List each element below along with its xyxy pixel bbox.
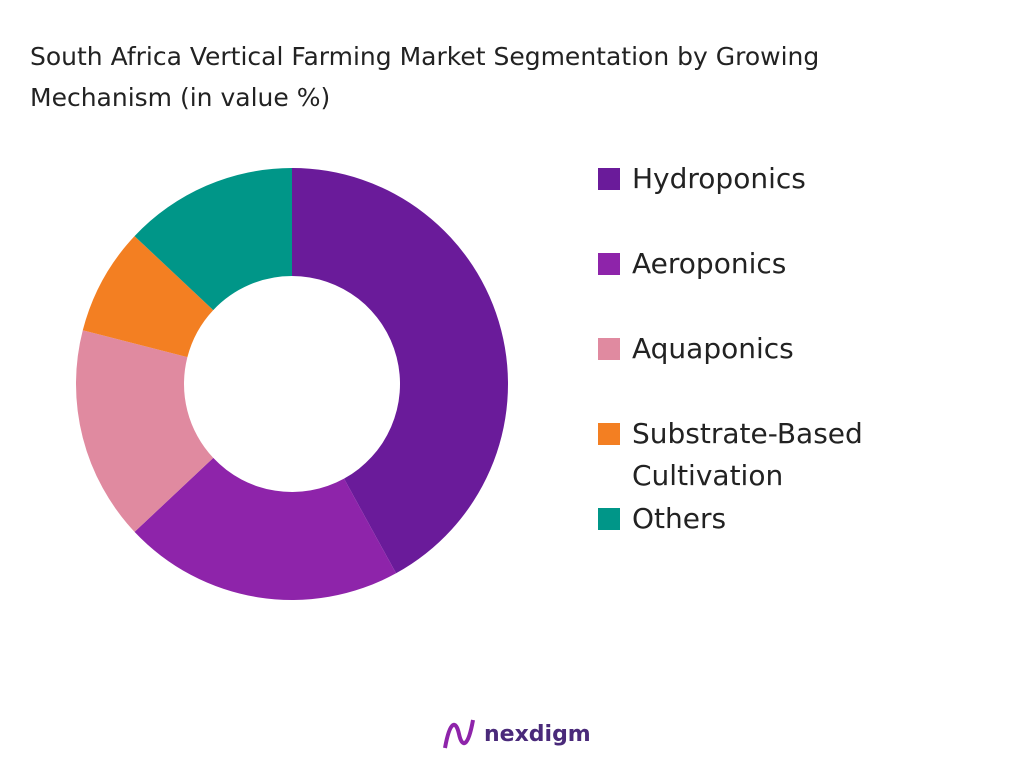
chart bbox=[76, 168, 508, 600]
legend-swatch bbox=[598, 168, 620, 190]
legend-label: Hydroponics bbox=[632, 162, 806, 195]
legend-item: Aeroponics bbox=[596, 243, 916, 328]
chart-title: South Africa Vertical Farming Market Seg… bbox=[30, 42, 820, 112]
legend-swatch bbox=[598, 253, 620, 275]
brand: nexdigm bbox=[442, 716, 591, 752]
legend-swatch bbox=[598, 338, 620, 360]
legend-item: Hydroponics bbox=[596, 158, 916, 243]
brand-name: nexdigm bbox=[484, 721, 591, 747]
legend-label: Others bbox=[632, 502, 727, 535]
legend-swatch bbox=[598, 508, 620, 530]
legend-label: Aeroponics bbox=[632, 247, 787, 280]
legend-item: Substrate-Based Cultivation bbox=[596, 413, 916, 498]
legend-label: Substrate-Based Cultivation bbox=[632, 417, 863, 492]
donut-slice bbox=[76, 330, 214, 532]
legend-swatch bbox=[598, 423, 620, 445]
legend-item: Others bbox=[596, 498, 916, 583]
donut-slice bbox=[292, 168, 508, 574]
donut-slice bbox=[134, 168, 292, 311]
donut-slice bbox=[134, 457, 397, 600]
brand-logo bbox=[443, 719, 475, 749]
legend-item: Aquaponics bbox=[596, 328, 916, 413]
legend: Hydroponics Aeroponics Aquaponics Substrate… bbox=[596, 158, 916, 583]
legend-label: Aquaponics bbox=[632, 332, 794, 365]
donut-slice bbox=[82, 236, 214, 358]
